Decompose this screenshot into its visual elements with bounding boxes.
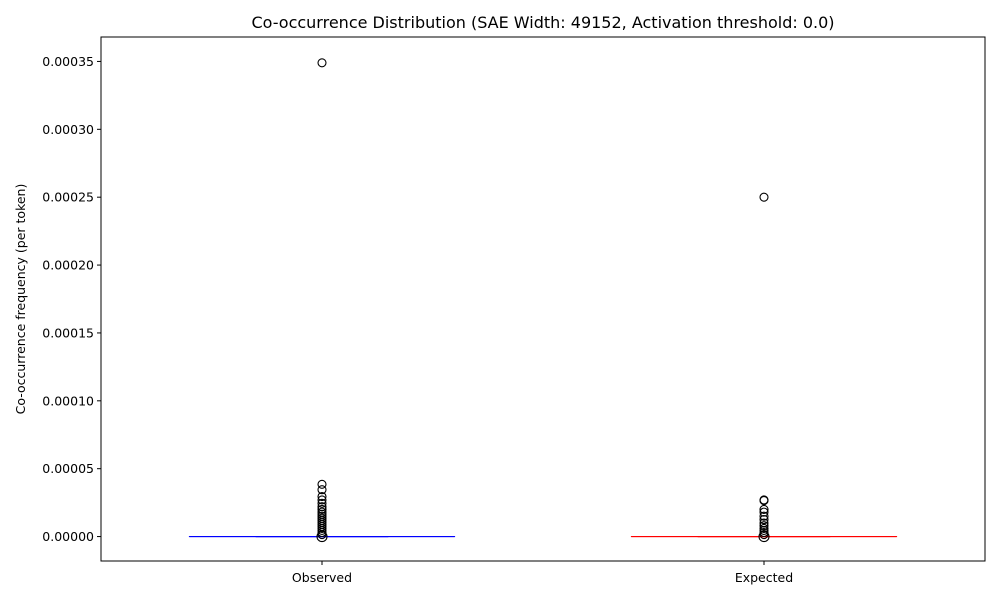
outlier-point (317, 479, 327, 489)
y-tick-label: 0.00015 (42, 325, 94, 340)
x-tick-label: Expected (735, 570, 793, 585)
y-tick-label: 0.00030 (42, 122, 94, 137)
chart-title: Co-occurrence Distribution (SAE Width: 4… (251, 13, 834, 32)
plot-area: 0.00000 0.00005 0.00010 0.00015 0.00020 0.000… (42, 54, 898, 585)
y-tick-label: 0.00000 (42, 529, 94, 544)
y-axis-label: Co-occurrence frequency (per token) (13, 184, 28, 415)
outlier-point (759, 511, 769, 521)
y-tick-label: 0.00035 (42, 54, 94, 69)
outlier-point (317, 495, 327, 505)
outlier-point (317, 58, 327, 68)
outlier-point (317, 491, 327, 502)
outlier-point (759, 521, 769, 531)
plot-frame (100, 36, 986, 562)
y-tick-label: 0.00025 (42, 190, 94, 205)
y-tick-label: 0.00010 (42, 393, 94, 408)
y-tick-label: 0.00005 (42, 461, 94, 476)
outlier-point (759, 192, 769, 202)
outlier-point (759, 504, 769, 514)
outlier-point (317, 498, 327, 508)
outlier-point (759, 496, 769, 506)
y-tick-label: 0.00020 (42, 258, 94, 273)
outlier-point (758, 531, 770, 543)
outlier-point (316, 531, 328, 543)
outlier-point (759, 515, 769, 525)
x-tick-label: Observed (292, 570, 352, 585)
outlier-point (317, 485, 327, 495)
outlier-point (317, 504, 327, 514)
